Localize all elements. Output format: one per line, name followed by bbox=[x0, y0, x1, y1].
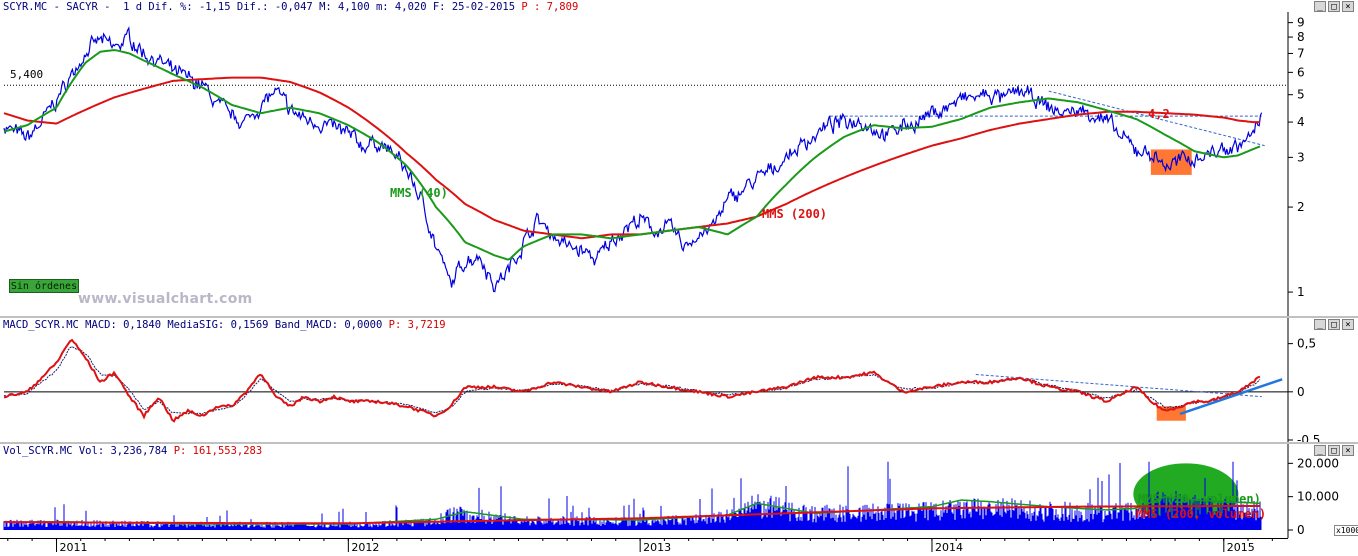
y-tick-label: 0 bbox=[1297, 523, 1305, 537]
mms40-label: MMS (40) bbox=[390, 186, 448, 200]
volume-chart[interactable]: 20.000 10.000 0 bbox=[0, 444, 1358, 538]
volume-header: Vol_SCYR.MC Vol: 3,236,784 P: 161,553,28… bbox=[3, 445, 263, 457]
close-button[interactable]: × bbox=[1342, 445, 1354, 456]
panel-separator[interactable] bbox=[0, 316, 1358, 318]
x-tick-label: 2012 bbox=[351, 541, 379, 554]
macd-series bbox=[3, 338, 1261, 423]
minimize-button[interactable]: _ bbox=[1314, 445, 1326, 456]
price-header: SCYR.MC - SACYR - 1 d Dif. %: -1,15 Dif.… bbox=[3, 1, 579, 13]
price-trendline bbox=[1048, 90, 1265, 147]
mms200-label: MMS (200) bbox=[762, 207, 828, 221]
macd-trendline bbox=[1179, 378, 1283, 416]
macd-signal-series bbox=[3, 346, 1261, 416]
vol-mms200-label: MMS (200, volumen) bbox=[1136, 507, 1267, 521]
macd-panel[interactable]: 0,5 0 -0,5 MACD_SCYR.MC MACD: 0,1840 Media… bbox=[0, 318, 1358, 442]
vol-mms200-series bbox=[4, 505, 1260, 525]
panel-separator[interactable] bbox=[0, 442, 1358, 444]
price-chart[interactable]: 98 7 6 5 4 3 2 1 bbox=[0, 0, 1358, 316]
y-axis-area bbox=[1289, 318, 1358, 442]
maximize-button[interactable]: □ bbox=[1328, 319, 1340, 330]
macd-trendline-dashed bbox=[975, 373, 1262, 398]
minimize-button[interactable]: _ bbox=[1314, 1, 1326, 12]
vol-mms20-label: MMS (20, volumen) bbox=[1138, 492, 1261, 506]
y-tick-label: 9 bbox=[1297, 16, 1305, 30]
watermark: www.visualchart.com bbox=[78, 291, 253, 307]
level-42-label: 4,2 bbox=[1148, 107, 1170, 121]
y-tick-label: 0 bbox=[1297, 385, 1305, 399]
maximize-button[interactable]: □ bbox=[1328, 1, 1340, 12]
x-axis: 2011 2012 2013 2014 2015 bbox=[0, 538, 1288, 554]
x-tick-label: 2013 bbox=[643, 541, 671, 554]
close-button[interactable]: × bbox=[1342, 319, 1354, 330]
volume-bars bbox=[3, 461, 1262, 530]
y-tick-label: 6 bbox=[1297, 65, 1305, 79]
level-5400-label: 5,400 bbox=[10, 68, 44, 81]
vol-unit-label: x1000 bbox=[1334, 525, 1358, 536]
maximize-button[interactable]: □ bbox=[1328, 445, 1340, 456]
volume-panel[interactable]: 20.000 10.000 0 Vol_SCYR.MC Vol: 3,236,784… bbox=[0, 444, 1358, 538]
y-axis-area bbox=[1289, 0, 1358, 316]
y-tick-label: 1 bbox=[1297, 285, 1305, 299]
x-tick-label: 2015 bbox=[1227, 541, 1255, 554]
price-series bbox=[3, 26, 1263, 293]
minimize-button[interactable]: _ bbox=[1314, 319, 1326, 330]
y-tick-label: -0,5 bbox=[1297, 433, 1320, 442]
x-tick-label: 2011 bbox=[60, 541, 88, 554]
macd-header: MACD_SCYR.MC MACD: 0,1840 MediaSIG: 0,15… bbox=[3, 319, 446, 331]
y-tick-label: 20.000 bbox=[1297, 456, 1339, 470]
y-tick-label: 7 bbox=[1297, 46, 1305, 60]
close-button[interactable]: × bbox=[1342, 1, 1354, 12]
mms40-series bbox=[3, 49, 1261, 261]
y-tick-label: 2 bbox=[1297, 200, 1305, 214]
mms200-series bbox=[3, 76, 1260, 240]
y-tick-label: 3 bbox=[1297, 150, 1305, 164]
y-tick-label: 5 bbox=[1297, 88, 1305, 102]
y-axis-area bbox=[1289, 444, 1358, 538]
y-tick-label: 0,5 bbox=[1297, 337, 1316, 351]
y-tick-label: 4 bbox=[1297, 115, 1305, 129]
macd-chart[interactable]: 0,5 0 -0,5 bbox=[0, 318, 1358, 442]
x-tick-label: 2014 bbox=[935, 541, 963, 554]
y-tick-label: 8 bbox=[1297, 30, 1305, 44]
status-badge[interactable]: Sin órdenes bbox=[9, 279, 79, 293]
y-tick-label: 10.000 bbox=[1297, 490, 1339, 504]
